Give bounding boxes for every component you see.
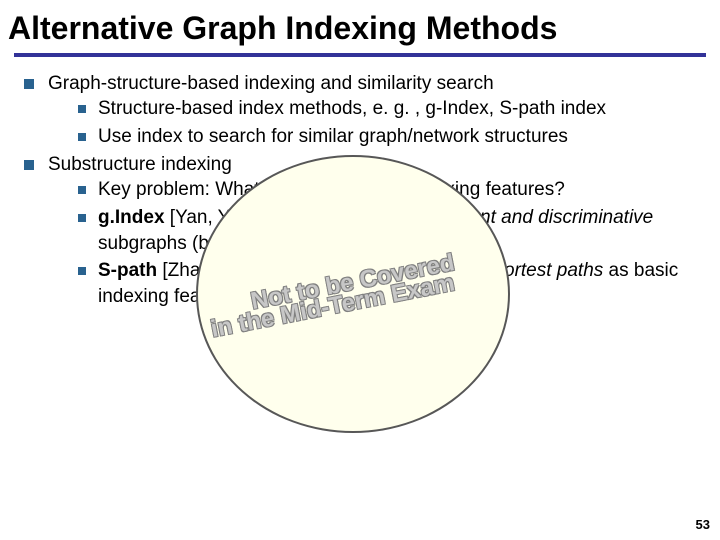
bullet-text: Substructure indexing xyxy=(48,154,232,175)
bullet-text: Graph-structure-based indexing and simil… xyxy=(48,73,494,94)
bullet-text: subgraphs (by graph-pattern mining) xyxy=(98,233,405,254)
bullet-text-bold: S-path xyxy=(98,260,157,281)
bullet-text-italic: frequent and discriminative xyxy=(426,207,653,228)
list-item: Key problem: What substructures as index… xyxy=(76,177,710,203)
bullet-text: Key problem: What substructures as index… xyxy=(98,179,565,200)
list-item: Graph-structure-based indexing and simil… xyxy=(22,71,710,150)
bullet-text: Use index to search for similar graph/ne… xyxy=(98,126,568,147)
page-number: 53 xyxy=(696,517,710,532)
title-underline xyxy=(14,53,706,57)
bullet-list-lvl2: Structure-based index methods, e. g. , g… xyxy=(48,96,710,149)
page-title: Alternative Graph Indexing Methods xyxy=(0,0,720,51)
list-item: g.Index [Yan, Yu & Han, SIGMOD'04]: freq… xyxy=(76,205,710,256)
list-item: Use index to search for similar graph/ne… xyxy=(76,124,710,150)
bullet-text-bold: g.Index xyxy=(98,207,165,228)
slide: Alternative Graph Indexing Methods Graph… xyxy=(0,0,720,540)
bullet-text: [Yan, Yu & Han, SIGMOD'04]: xyxy=(165,207,427,228)
list-item: Structure-based index methods, e. g. , g… xyxy=(76,96,710,122)
bullet-text: Structure-based index methods, e. g. , g… xyxy=(98,98,606,119)
